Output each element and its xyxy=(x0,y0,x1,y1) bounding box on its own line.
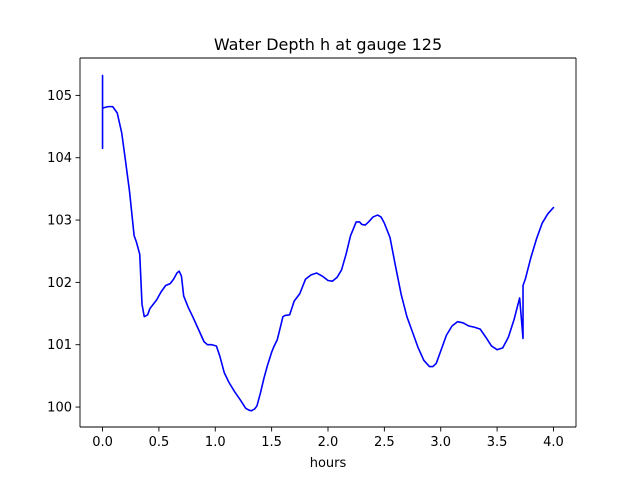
y-tick-label: 102 xyxy=(47,276,72,291)
plot-area: 0.0 0.5 1.0 1.5 2.0 2.5 3.0 3.5 4.0 100 101 102 103 1… xyxy=(47,57,577,450)
x-tick-label: 3.5 xyxy=(487,435,508,450)
x-tick-label: 1.5 xyxy=(261,435,282,450)
x-tick-label: 0.0 xyxy=(92,435,113,450)
x-axis-label: hours xyxy=(310,456,347,471)
y-tick-label: 103 xyxy=(47,214,72,229)
x-tick-label: 3.0 xyxy=(430,435,451,450)
x-tick-label: 1.0 xyxy=(205,435,226,450)
x-tick-label: 2.0 xyxy=(318,435,339,450)
y-tick-label: 100 xyxy=(47,401,72,416)
x-tick-label: 4.0 xyxy=(543,435,564,450)
x-tick-label: 0.5 xyxy=(149,435,170,450)
y-tick-label: 105 xyxy=(47,89,72,104)
chart-title: Water Depth h at gauge 125 xyxy=(214,35,442,54)
y-tick-label: 104 xyxy=(47,151,72,166)
x-tick-label: 2.5 xyxy=(374,435,395,450)
series-line-0 xyxy=(101,74,555,412)
y-tick-label: 101 xyxy=(47,338,72,353)
